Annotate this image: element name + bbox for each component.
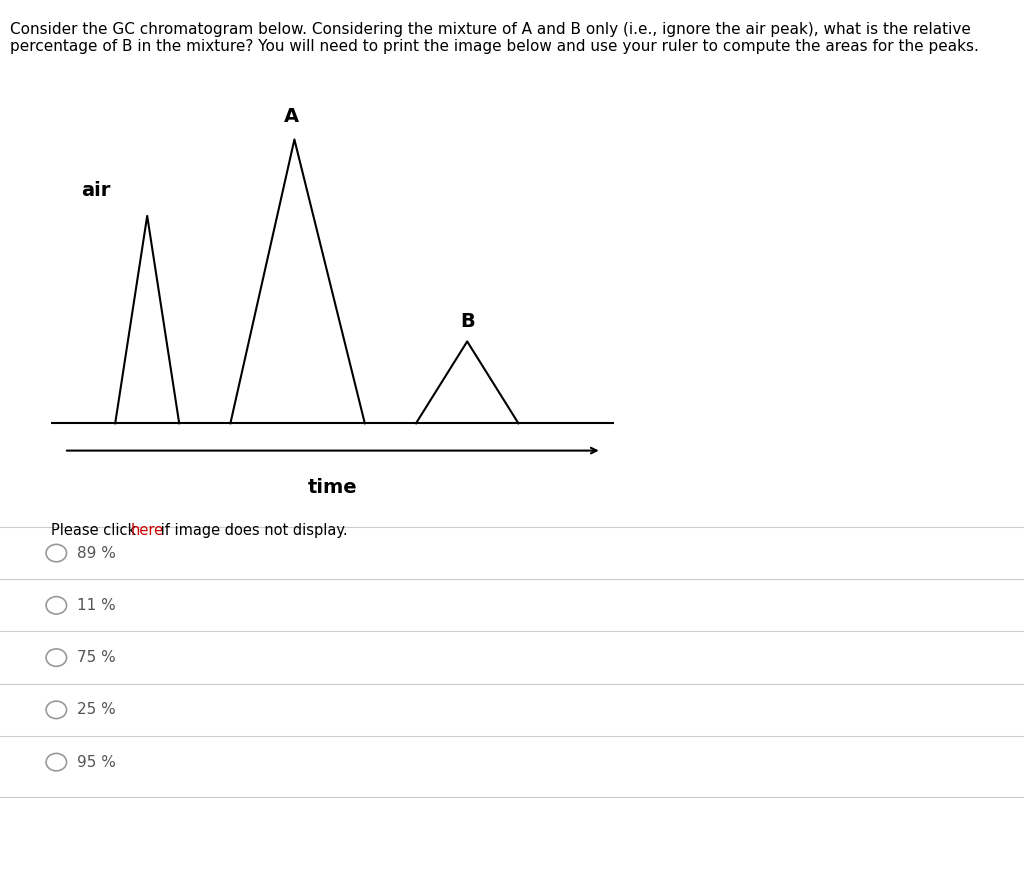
Text: 75 %: 75 % — [77, 650, 116, 665]
Text: B: B — [460, 312, 474, 330]
Text: 95 %: 95 % — [77, 754, 116, 770]
Text: A: A — [285, 107, 299, 125]
Text: 89 %: 89 % — [77, 545, 116, 561]
Text: here: here — [131, 523, 164, 537]
Text: Please click: Please click — [51, 523, 141, 537]
Text: if image does not display.: if image does not display. — [156, 523, 347, 537]
Text: time: time — [308, 478, 357, 496]
Text: 11 %: 11 % — [77, 598, 116, 613]
Text: 25 %: 25 % — [77, 702, 116, 718]
Text: air: air — [81, 180, 111, 199]
Text: Consider the GC chromatogram below. Considering the mixture of A and B only (i.e: Consider the GC chromatogram below. Cons… — [10, 22, 979, 54]
